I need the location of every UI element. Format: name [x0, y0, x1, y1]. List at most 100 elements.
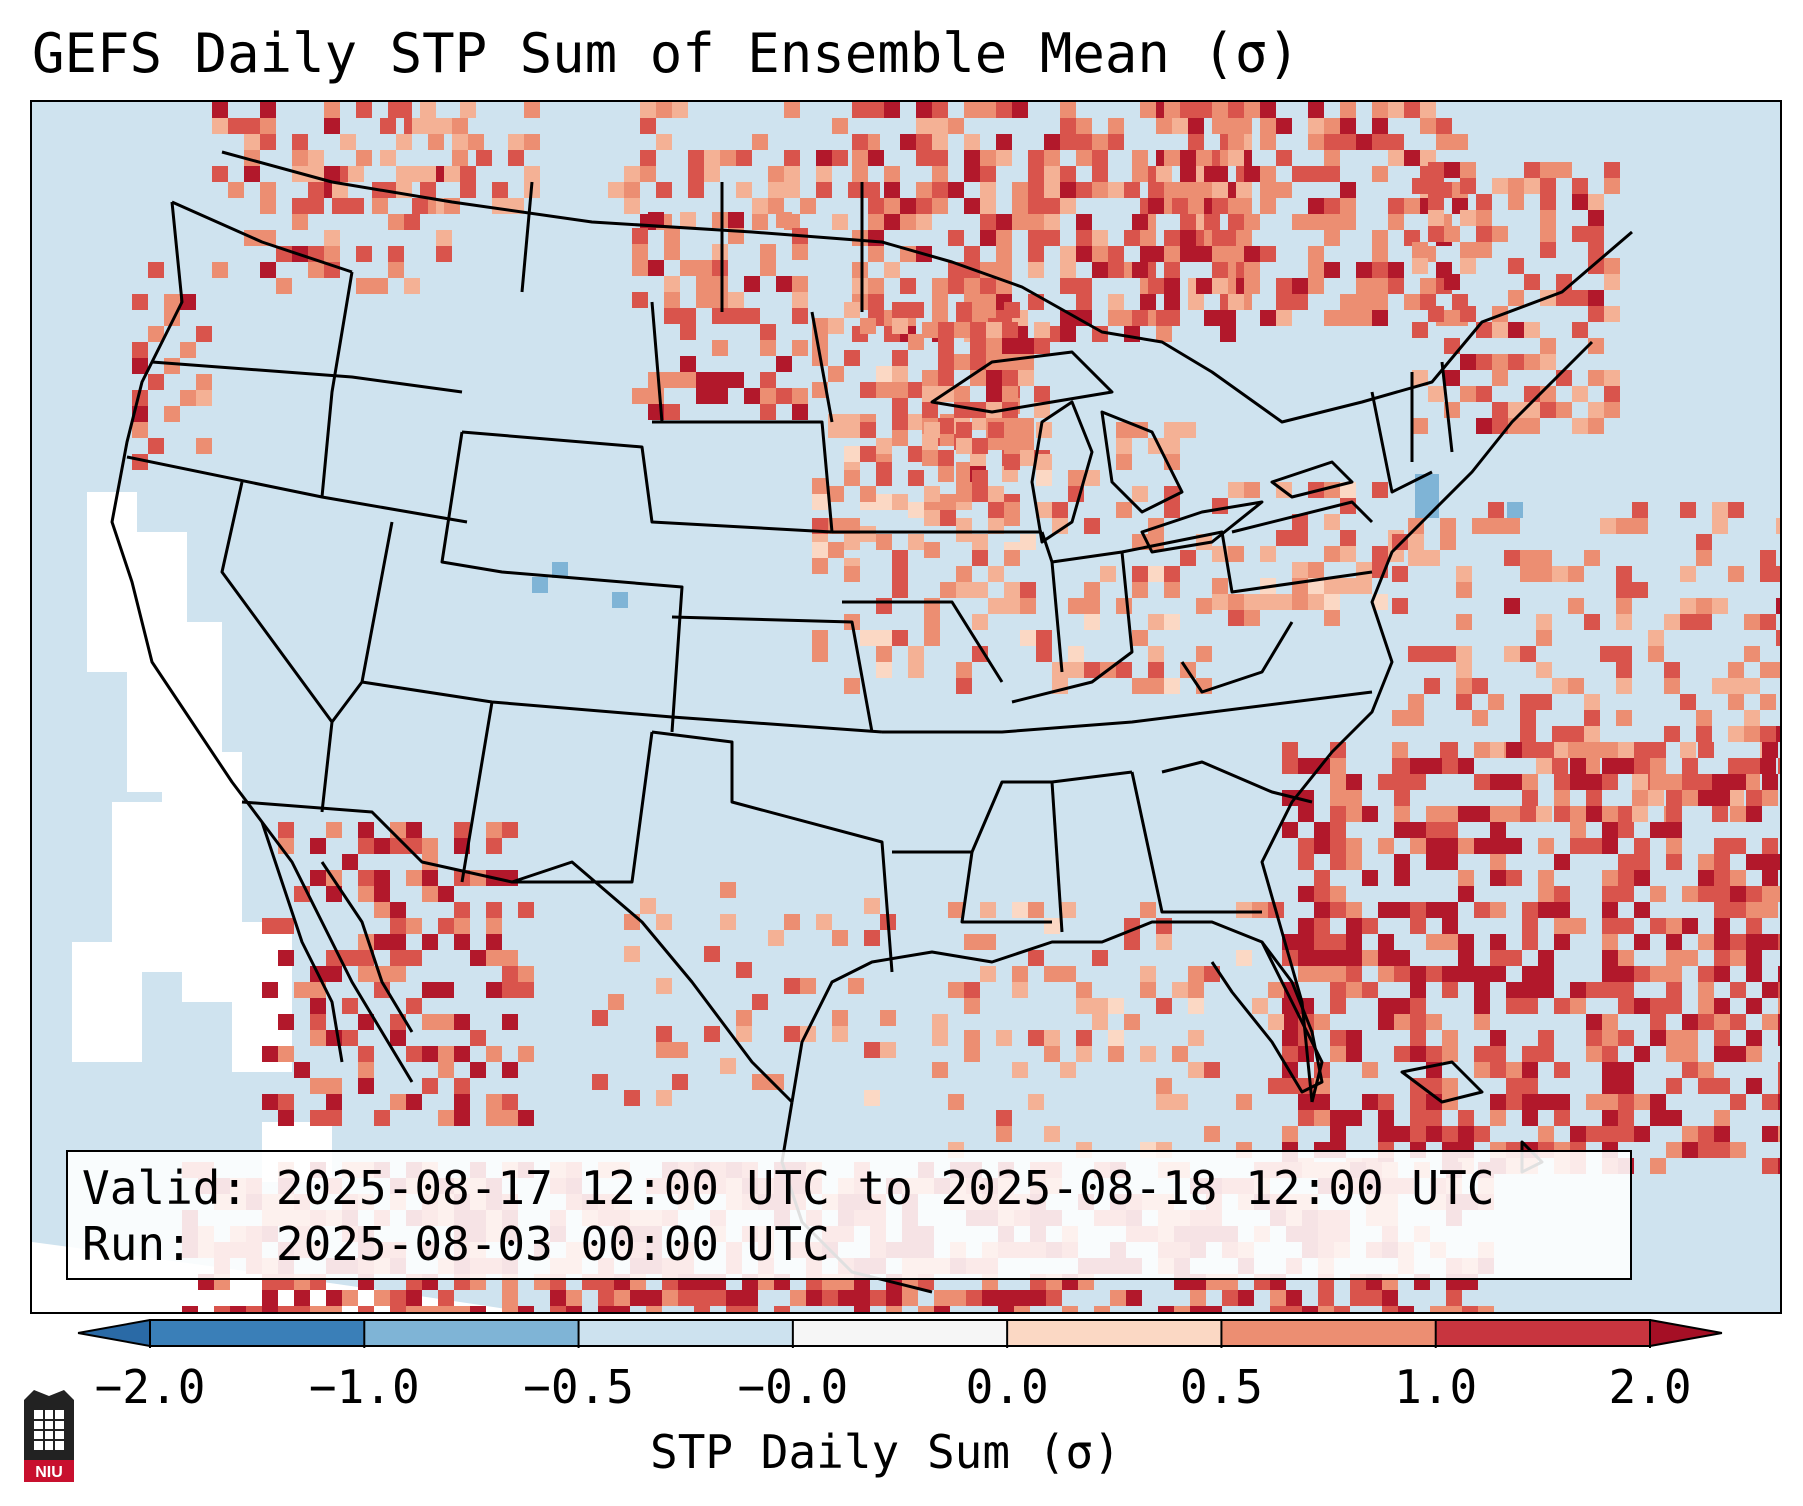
anomaly-cell — [1490, 838, 1506, 854]
anomaly-cell — [1536, 566, 1552, 582]
anomaly-cell — [720, 914, 736, 930]
anomaly-cell — [1108, 310, 1124, 326]
anomaly-cell — [1462, 1306, 1478, 1312]
anomaly-cell — [784, 102, 800, 118]
anomaly-cell — [656, 914, 672, 930]
anomaly-cell — [1618, 950, 1634, 966]
anomaly-cell — [1666, 806, 1682, 822]
anomaly-cell — [1584, 694, 1600, 710]
anomaly-cell — [436, 230, 452, 246]
anomaly-cell — [884, 262, 900, 278]
anomaly-cell — [1410, 1046, 1426, 1062]
anomaly-cell — [1028, 214, 1044, 230]
anomaly-cell — [1282, 1126, 1298, 1142]
anomaly-cell — [1164, 678, 1180, 694]
anomaly-cell — [1044, 214, 1060, 230]
anomaly-cell — [1174, 1306, 1190, 1312]
anomaly-cell — [508, 150, 524, 166]
anomaly-cell — [900, 278, 916, 294]
anomaly-cell — [1586, 1094, 1602, 1110]
anomaly-cell — [1456, 566, 1472, 582]
anomaly-cell — [1298, 806, 1314, 822]
anomaly-cell — [196, 390, 212, 406]
anomaly-cell — [470, 1306, 486, 1312]
anomaly-cell — [1460, 306, 1476, 322]
anomaly-cell — [792, 292, 808, 308]
anomaly-cell — [1714, 1030, 1730, 1046]
anomaly-cell — [308, 198, 324, 214]
anomaly-cell — [924, 598, 940, 614]
anomaly-cell — [1282, 742, 1298, 758]
anomaly-cell — [1778, 934, 1780, 950]
anomaly-cell — [932, 278, 948, 294]
anomaly-cell — [1538, 838, 1554, 854]
anomaly-cell — [996, 1126, 1012, 1142]
anomaly-cell — [1060, 902, 1076, 918]
anomaly-cell — [460, 166, 476, 182]
anomaly-cell — [996, 1110, 1012, 1126]
anomaly-cell — [132, 358, 148, 374]
anomaly-cell — [1028, 246, 1044, 262]
anomaly-cell — [812, 646, 828, 662]
anomaly-cell — [1682, 1126, 1698, 1142]
anomaly-cell — [1124, 934, 1140, 950]
anomaly-cell — [632, 292, 648, 308]
anomaly-cell — [1036, 470, 1052, 486]
anomaly-cell — [1442, 982, 1458, 998]
anomaly-cell — [1282, 1030, 1298, 1046]
anomaly-cell — [1382, 1306, 1398, 1312]
anomaly-cell — [422, 1306, 438, 1312]
anomaly-cell — [646, 1290, 662, 1306]
anomaly-cell — [1410, 1030, 1426, 1046]
anomaly-cell — [1728, 566, 1744, 582]
anomaly-cell — [1156, 118, 1172, 134]
anomaly-cell — [900, 198, 916, 214]
anomaly-cell — [656, 1090, 672, 1106]
anomaly-cell — [1076, 214, 1092, 230]
anomaly-cell — [736, 1026, 752, 1042]
anomaly-cell — [1554, 998, 1570, 1014]
anomaly-cell — [1014, 1290, 1030, 1306]
anomaly-cell — [1506, 774, 1522, 790]
anomaly-cell — [868, 150, 884, 166]
anomaly-cell — [1372, 482, 1388, 498]
anomaly-cell — [916, 118, 932, 134]
anomaly-cell — [656, 182, 672, 198]
anomaly-cell — [1268, 1014, 1284, 1030]
anomaly-cell — [1522, 966, 1538, 982]
anomaly-cell — [868, 294, 884, 310]
anomaly-cell — [1616, 806, 1632, 822]
anomaly-cell — [406, 838, 422, 854]
anomaly-cell — [1762, 934, 1778, 950]
anomaly-cell — [1524, 402, 1540, 418]
anomaly-cell — [844, 470, 860, 486]
anomaly-cell — [1536, 758, 1552, 774]
anomaly-cell — [986, 338, 1002, 354]
anomaly-cell — [1540, 178, 1556, 194]
anomaly-cell — [1506, 838, 1522, 854]
anomaly-cell — [1538, 742, 1554, 758]
anomaly-cell — [1522, 934, 1538, 950]
anomaly-cell — [980, 166, 996, 182]
anomaly-cell — [502, 1306, 518, 1312]
anomaly-cell — [908, 302, 924, 318]
anomaly-cell — [1586, 774, 1602, 790]
anomaly-cell — [996, 1030, 1012, 1046]
anomaly-cell — [1522, 1078, 1538, 1094]
colorbar-segment — [150, 1320, 365, 1346]
anomaly-cell — [1474, 742, 1490, 758]
anomaly-cell — [324, 118, 340, 134]
anomaly-cell — [1238, 1290, 1254, 1306]
anomaly-cell — [736, 182, 752, 198]
anomaly-cell — [1410, 902, 1426, 918]
anomaly-cell — [838, 1290, 854, 1306]
anomaly-cell — [792, 276, 808, 292]
anomaly-cell — [1330, 1126, 1346, 1142]
anomaly-cell — [1508, 290, 1524, 306]
anomaly-cell — [1760, 726, 1776, 742]
anomaly-cell — [1762, 838, 1778, 854]
anomaly-cell — [1430, 1306, 1446, 1312]
anomaly-cell — [694, 1306, 710, 1312]
anomaly-cell — [1540, 338, 1556, 354]
anomaly-cell — [760, 324, 776, 340]
